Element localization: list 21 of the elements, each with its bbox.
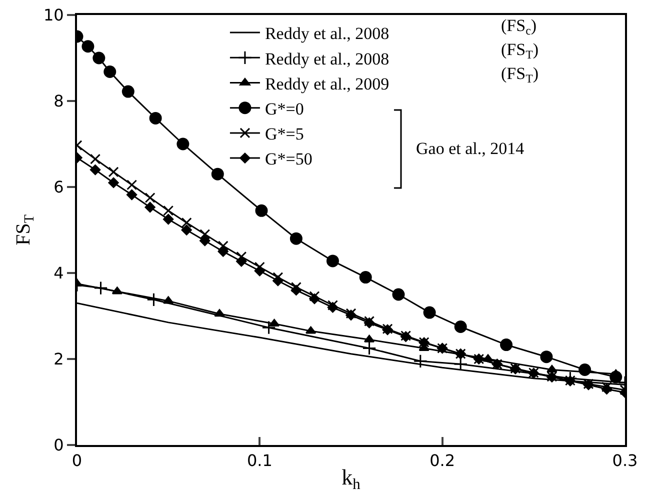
- x-tick-label: 0.3: [612, 451, 638, 470]
- annotation: (FS$_{c}$): [501, 16, 537, 38]
- annotation: Gao et al., 2014: [416, 139, 525, 158]
- y-tick-label: 4: [54, 264, 64, 283]
- legend-label: G*=0: [264, 99, 304, 118]
- x-tick-label: 0: [72, 451, 82, 470]
- y-tick-label: 8: [54, 92, 64, 111]
- x-tick-label: 0.1: [246, 451, 272, 470]
- x-tick-label: 0.2: [430, 451, 456, 470]
- y-tick-label: 0: [54, 436, 64, 455]
- legend-label: G*=5: [264, 124, 304, 144]
- legend-label: G*=50: [264, 150, 312, 169]
- y-tick-label: 2: [54, 350, 64, 369]
- x-axis-title: k$_{h}$: [342, 464, 361, 493]
- y-tick-label: 6: [54, 178, 64, 197]
- annotation: (FS$_{T}$): [501, 40, 539, 62]
- legend-label: Reddy et al., 2008: [264, 24, 390, 44]
- y-tick-label: 10: [43, 6, 64, 25]
- legend-label: Reddy et al., 2009: [264, 74, 390, 94]
- annotation: (FS$_{T}$): [501, 64, 539, 86]
- legend-label: Reddy et al., 2008: [264, 49, 390, 68]
